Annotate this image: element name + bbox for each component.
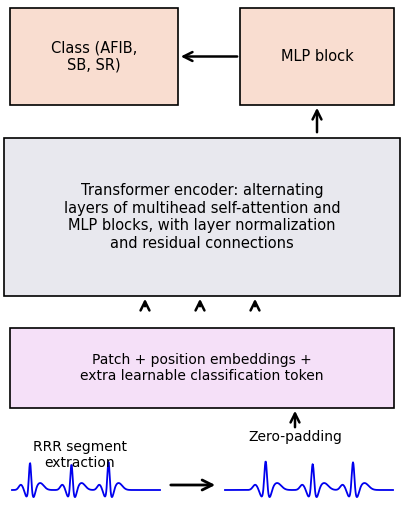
Text: Patch + position embeddings +
extra learnable classification token: Patch + position embeddings + extra lear…: [80, 353, 324, 383]
Bar: [4, 138, 400, 296]
Text: Transformer encoder: alternating
layers of multihead self-attention and
MLP bloc: Transformer encoder: alternating layers …: [64, 184, 340, 251]
Bar: [10, 328, 394, 408]
Bar: [240, 8, 394, 105]
Text: MLP block: MLP block: [281, 49, 354, 64]
Text: RRR segment
extraction: RRR segment extraction: [33, 440, 127, 470]
Text: Zero-padding: Zero-padding: [248, 430, 342, 444]
Bar: [10, 8, 178, 105]
Text: Class (AFIB,
SB, SR): Class (AFIB, SB, SR): [51, 41, 137, 73]
